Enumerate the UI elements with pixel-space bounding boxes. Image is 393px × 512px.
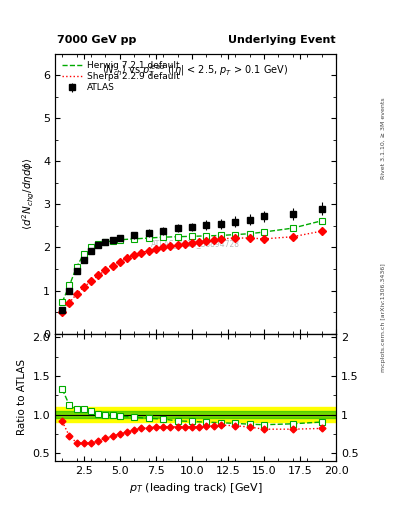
Herwig 7.2.1 default: [132, 236, 137, 242]
Text: 7000 GeV pp: 7000 GeV pp: [57, 35, 136, 45]
Herwig 7.2.1 default: [146, 235, 151, 241]
Sherpa 2.2.9 default: [211, 237, 216, 243]
Sherpa 2.2.9 default: [168, 243, 173, 249]
Sherpa 2.2.9 default: [96, 272, 101, 279]
Herwig 7.2.1 default: [60, 299, 64, 305]
Bar: [55, 407, 336, 422]
Y-axis label: Ratio to ATLAS: Ratio to ATLAS: [17, 359, 27, 435]
Line: Sherpa 2.2.9 default: Sherpa 2.2.9 default: [62, 231, 321, 312]
Herwig 7.2.1 default: [204, 233, 209, 239]
Text: Underlying Event: Underlying Event: [228, 35, 336, 45]
Sherpa 2.2.9 default: [110, 263, 115, 269]
Legend: Herwig 7.2.1 default, Sherpa 2.2.9 default, ATLAS: Herwig 7.2.1 default, Sherpa 2.2.9 defau…: [59, 58, 182, 95]
Sherpa 2.2.9 default: [247, 235, 252, 241]
Herwig 7.2.1 default: [74, 264, 79, 270]
Herwig 7.2.1 default: [96, 242, 101, 248]
Sherpa 2.2.9 default: [219, 236, 223, 242]
Sherpa 2.2.9 default: [197, 239, 202, 245]
Sherpa 2.2.9 default: [60, 309, 64, 315]
X-axis label: $p_T$ (leading track) [GeV]: $p_T$ (leading track) [GeV]: [129, 481, 263, 495]
Herwig 7.2.1 default: [262, 229, 266, 235]
Sherpa 2.2.9 default: [262, 236, 266, 242]
Sherpa 2.2.9 default: [319, 228, 324, 234]
Y-axis label: $\langle d^2 N_{chg}/d\eta d\phi \rangle$: $\langle d^2 N_{chg}/d\eta d\phi \rangle…: [21, 157, 37, 230]
Herwig 7.2.1 default: [219, 232, 223, 239]
Sherpa 2.2.9 default: [154, 246, 158, 252]
Herwig 7.2.1 default: [67, 282, 72, 288]
Sherpa 2.2.9 default: [67, 300, 72, 306]
Herwig 7.2.1 default: [189, 233, 194, 240]
Herwig 7.2.1 default: [81, 251, 86, 257]
Sherpa 2.2.9 default: [74, 291, 79, 297]
Herwig 7.2.1 default: [175, 233, 180, 240]
Text: Rivet 3.1.10, ≥ 3M events: Rivet 3.1.10, ≥ 3M events: [381, 97, 386, 179]
Herwig 7.2.1 default: [89, 244, 94, 250]
Bar: [55, 411, 336, 418]
Herwig 7.2.1 default: [233, 231, 237, 238]
Herwig 7.2.1 default: [103, 239, 108, 245]
Sherpa 2.2.9 default: [175, 242, 180, 248]
Text: ATLAS_2010_S8894728: ATLAS_2010_S8894728: [151, 240, 240, 248]
Herwig 7.2.1 default: [110, 238, 115, 244]
Herwig 7.2.1 default: [319, 218, 324, 224]
Sherpa 2.2.9 default: [204, 238, 209, 244]
Sherpa 2.2.9 default: [132, 252, 137, 258]
Herwig 7.2.1 default: [247, 230, 252, 237]
Sherpa 2.2.9 default: [103, 267, 108, 273]
Sherpa 2.2.9 default: [81, 284, 86, 290]
Herwig 7.2.1 default: [290, 225, 295, 231]
Herwig 7.2.1 default: [118, 237, 122, 243]
Sherpa 2.2.9 default: [146, 247, 151, 253]
Sherpa 2.2.9 default: [189, 240, 194, 246]
Sherpa 2.2.9 default: [139, 249, 144, 255]
Sherpa 2.2.9 default: [233, 235, 237, 241]
Text: $\langle N_{ch}\rangle$ vs $p_T^{lead}$ ($|\eta|$ < 2.5, $p_T$ > 0.1 GeV): $\langle N_{ch}\rangle$ vs $p_T^{lead}$ …: [102, 62, 289, 79]
Sherpa 2.2.9 default: [290, 233, 295, 240]
Text: mcplots.cern.ch [arXiv:1306.3436]: mcplots.cern.ch [arXiv:1306.3436]: [381, 263, 386, 372]
Sherpa 2.2.9 default: [89, 278, 94, 284]
Herwig 7.2.1 default: [161, 234, 165, 240]
Line: Herwig 7.2.1 default: Herwig 7.2.1 default: [62, 221, 321, 302]
Sherpa 2.2.9 default: [118, 259, 122, 265]
Sherpa 2.2.9 default: [182, 241, 187, 247]
Sherpa 2.2.9 default: [125, 255, 129, 261]
Sherpa 2.2.9 default: [161, 244, 165, 250]
